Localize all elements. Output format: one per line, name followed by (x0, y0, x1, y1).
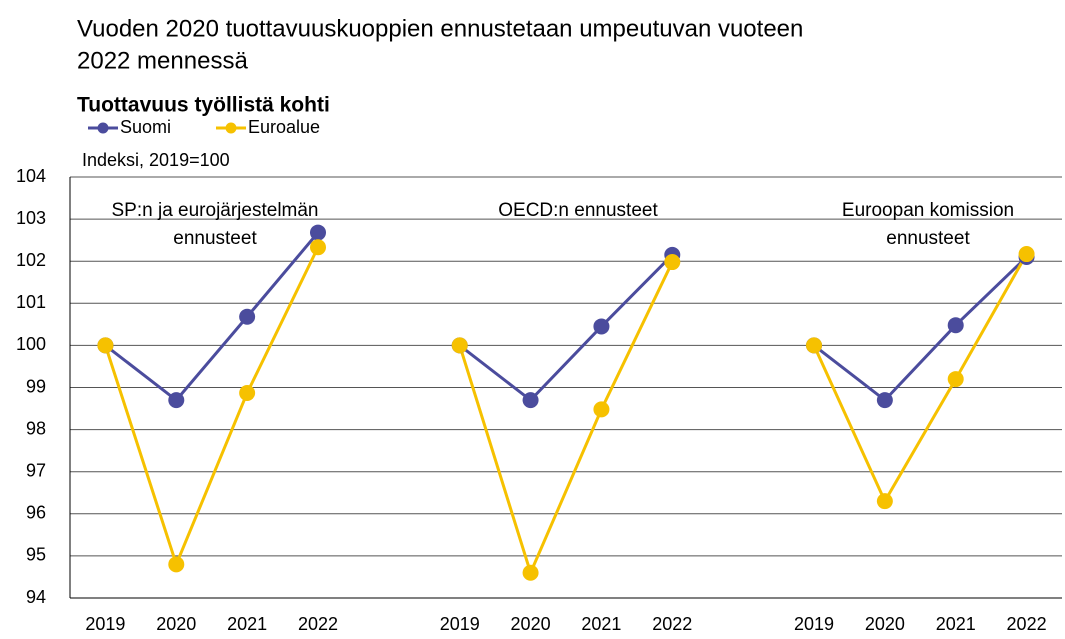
y-axis-label: Indeksi, 2019=100 (82, 150, 230, 170)
y-tick-label: 103 (16, 208, 46, 228)
legend-label: Suomi (120, 117, 171, 137)
data-point (593, 401, 610, 418)
y-tick-label: 100 (16, 334, 46, 354)
y-tick-label: 96 (26, 503, 46, 523)
x-tick-label: 2020 (511, 614, 551, 634)
data-point (522, 564, 539, 581)
x-tick-label: 2021 (936, 614, 976, 634)
data-point (168, 392, 185, 409)
y-tick-label: 102 (16, 250, 46, 270)
y-tick-label: 101 (16, 292, 46, 312)
data-point (239, 384, 256, 401)
legend-marker (225, 122, 237, 134)
data-point (168, 556, 185, 573)
y-tick-label: 99 (26, 376, 46, 396)
series-line (813, 255, 1028, 403)
series-line (104, 246, 320, 569)
data-point (310, 224, 326, 241)
data-point (947, 371, 964, 388)
data-point (876, 392, 893, 409)
series-line (458, 261, 674, 578)
data-point (239, 308, 256, 325)
panel-label: ennusteet (173, 228, 257, 249)
x-tick-label: 2022 (652, 614, 692, 634)
data-point (947, 317, 964, 334)
y-tick-label: 97 (26, 460, 46, 480)
x-tick-label: 2020 (156, 614, 196, 634)
chart-title: Vuoden 2020 tuottavuuskuoppien ennusteta… (77, 15, 803, 42)
x-tick-label: 2019 (85, 614, 125, 634)
data-point (451, 337, 468, 354)
chart-subtitle: Tuottavuus työllistä kohti (77, 94, 330, 117)
x-tick-label: 2021 (581, 614, 621, 634)
panel-label: Euroopan komission (842, 200, 1014, 221)
data-point (310, 239, 326, 256)
panel-label: SP:n ja eurojärjestelmän (112, 200, 319, 221)
x-tick-label: 2022 (298, 614, 338, 634)
data-point (664, 254, 681, 271)
x-tick-label: 2021 (227, 614, 267, 634)
y-tick-label: 94 (26, 587, 46, 607)
data-point (593, 318, 610, 335)
x-tick-label: 2019 (440, 614, 480, 634)
chart-title: 2022 mennessä (77, 47, 248, 74)
x-tick-label: 2019 (794, 614, 834, 634)
y-tick-label: 95 (26, 545, 46, 565)
legend-label: Euroalue (248, 117, 320, 137)
panel-label: OECD:n ennusteet (498, 200, 658, 221)
x-tick-label: 2022 (1007, 614, 1047, 634)
data-point (97, 337, 114, 354)
series-line (458, 253, 674, 403)
data-point (876, 493, 893, 510)
data-point (806, 337, 822, 354)
data-point (522, 392, 539, 409)
series-line (104, 231, 320, 403)
data-point (1018, 246, 1035, 263)
y-tick-label: 98 (26, 418, 46, 438)
legend-marker (97, 122, 109, 134)
series-line (812, 253, 1028, 505)
panel-label: ennusteet (886, 228, 970, 249)
y-tick-label: 104 (16, 166, 46, 186)
x-tick-label: 2020 (865, 614, 905, 634)
